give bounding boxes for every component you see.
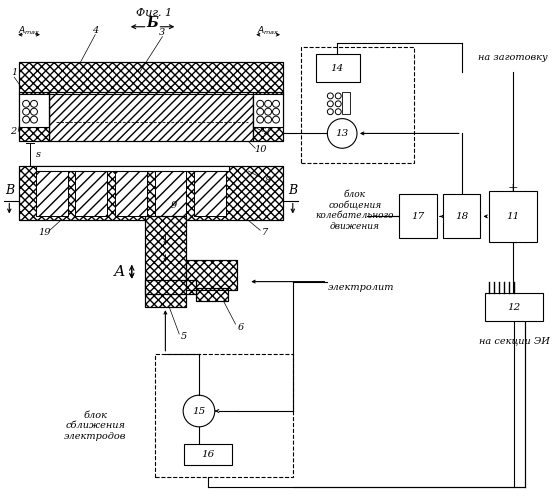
Text: 8: 8	[265, 176, 271, 186]
Text: 3: 3	[159, 28, 166, 37]
Bar	[186, 260, 238, 290]
Text: 10: 10	[254, 144, 267, 154]
Bar	[194, 171, 225, 216]
Text: 6: 6	[237, 322, 244, 332]
Text: В: В	[4, 184, 14, 197]
Bar	[485, 294, 543, 321]
Bar	[19, 92, 49, 142]
Bar	[19, 166, 283, 220]
Text: А: А	[114, 264, 126, 278]
Bar	[196, 288, 228, 302]
Bar	[145, 280, 196, 294]
Text: 17: 17	[412, 212, 425, 221]
Bar	[184, 444, 232, 466]
Bar	[186, 260, 238, 290]
Text: 5: 5	[181, 332, 187, 342]
Bar	[155, 171, 186, 216]
Bar	[155, 354, 293, 477]
Bar	[443, 194, 480, 238]
Bar	[155, 171, 186, 216]
Text: 4: 4	[92, 26, 98, 35]
Text: s: s	[36, 150, 40, 158]
Text: 14: 14	[331, 64, 344, 72]
Bar	[19, 94, 49, 126]
Bar	[145, 280, 196, 294]
Bar	[36, 166, 229, 171]
Text: 9: 9	[171, 201, 177, 210]
Bar	[145, 216, 186, 308]
Text: на заготовку: на заготовку	[478, 53, 548, 62]
Bar	[196, 288, 228, 302]
Text: −: −	[508, 236, 518, 250]
Text: Б: Б	[147, 16, 158, 30]
Bar	[49, 92, 253, 142]
Text: 2: 2	[10, 127, 16, 136]
Text: 12: 12	[507, 303, 521, 312]
Bar	[489, 190, 537, 242]
Bar	[115, 171, 147, 216]
Bar	[49, 92, 253, 142]
Text: блок
сближения
электродов: блок сближения электродов	[64, 411, 127, 440]
Text: $A_{max}$: $A_{max}$	[257, 24, 280, 37]
Bar	[400, 194, 437, 238]
Bar	[75, 171, 107, 216]
Bar	[315, 54, 360, 82]
Bar	[36, 171, 68, 216]
Text: Фиг. 1: Фиг. 1	[137, 8, 172, 18]
Bar	[19, 62, 283, 94]
Text: электролит: электролит	[328, 283, 394, 292]
Text: В: В	[288, 184, 297, 197]
Text: 11: 11	[507, 212, 519, 221]
Bar	[75, 171, 107, 216]
Text: 2: 2	[263, 127, 270, 136]
Text: $A_{max}$: $A_{max}$	[18, 24, 40, 37]
Text: блок
сообщения
колебательного
движения: блок сообщения колебательного движения	[316, 190, 394, 231]
Text: 13: 13	[335, 129, 349, 138]
Bar	[253, 94, 283, 126]
Bar	[115, 171, 147, 216]
Text: 18: 18	[455, 212, 468, 221]
Bar	[19, 92, 49, 142]
Bar	[19, 62, 283, 94]
Bar	[253, 92, 283, 142]
Bar	[342, 92, 350, 114]
Bar	[194, 171, 225, 216]
Text: на секции ЭИ: на секции ЭИ	[479, 336, 550, 345]
Text: 16: 16	[201, 450, 214, 459]
Bar	[19, 166, 283, 220]
Text: +: +	[508, 182, 518, 196]
Text: 15: 15	[193, 406, 205, 416]
Bar	[145, 216, 186, 308]
Bar	[301, 46, 414, 163]
Text: 7: 7	[262, 228, 268, 236]
Bar	[253, 92, 283, 142]
Bar	[36, 171, 68, 216]
Text: 19: 19	[39, 228, 51, 236]
Text: 1: 1	[11, 68, 17, 76]
